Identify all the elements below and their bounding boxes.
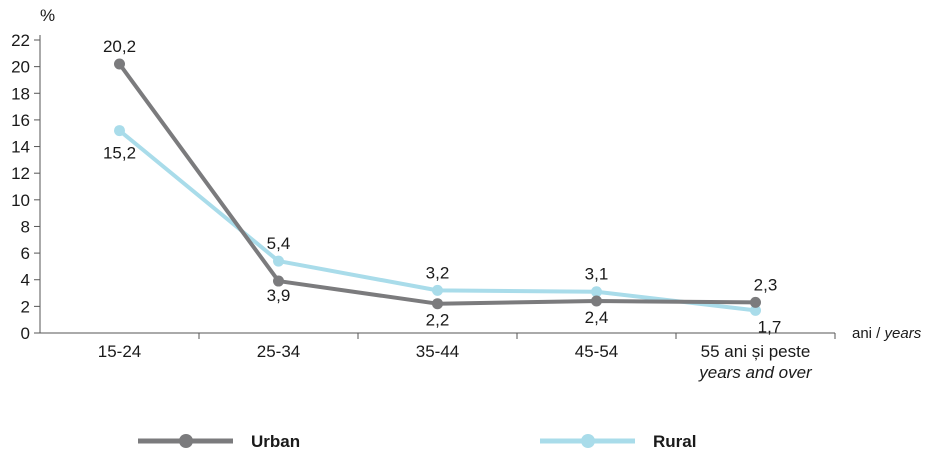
data-label-urban: 3,9 — [267, 286, 291, 305]
legend-label: Rural — [653, 432, 696, 451]
data-point-urban — [591, 295, 602, 307]
y-tick-label: 18 — [11, 84, 30, 103]
legend: Urban Rural — [138, 432, 696, 451]
data-label-rural: 1,7 — [758, 317, 782, 336]
data-point-urban — [114, 58, 125, 70]
y-tick-label: 16 — [11, 111, 30, 130]
data-label-urban: 20,2 — [103, 37, 136, 56]
legend-item-urban: Urban — [138, 432, 300, 451]
x-tick-label: 25-34 — [257, 342, 300, 361]
y-tick-label: 2 — [21, 297, 30, 316]
data-point-urban — [432, 298, 443, 310]
series-lines — [114, 58, 761, 316]
data-label-urban: 2,3 — [754, 275, 778, 294]
data-point-rural — [432, 284, 443, 296]
y-unit-label: % — [40, 6, 55, 25]
x-unit-label-ro: ani / — [852, 325, 885, 342]
y-tick-label: 14 — [11, 138, 30, 157]
y-tick-label: 10 — [11, 191, 30, 210]
x-tick-label-secondary: years and over — [698, 363, 813, 382]
y-tick-label: 22 — [11, 31, 30, 50]
data-point-rural — [591, 286, 602, 298]
legend-item-rural: Rural — [540, 432, 696, 451]
data-label-rural: 15,2 — [103, 144, 136, 163]
data-point-rural — [273, 255, 284, 267]
y-tick-label: 6 — [21, 244, 30, 263]
data-labels: 20,2 3,9 2,2 2,4 2,3 15,2 5,4 3,2 3,1 1,7 — [103, 37, 781, 336]
data-label-rural: 3,2 — [426, 263, 450, 282]
y-tick-label: 0 — [21, 324, 30, 343]
y-tick-label: 4 — [21, 271, 30, 290]
data-label-rural: 3,1 — [585, 265, 609, 284]
x-unit-label: ani / years — [852, 325, 922, 342]
data-point-rural — [114, 125, 125, 137]
series-line-rural — [118, 129, 756, 313]
y-tick-label: 20 — [11, 58, 30, 77]
y-tick-label: 8 — [21, 217, 30, 236]
data-label-urban: 2,2 — [426, 311, 450, 330]
x-tick-label: 35-44 — [416, 342, 459, 361]
x-tick-label: 15-24 — [98, 342, 141, 361]
x-tick-label: 45-54 — [575, 342, 618, 361]
legend-label: Urban — [251, 432, 300, 451]
y-tick-label: 12 — [11, 164, 30, 183]
x-tick-label: 55 ani și peste — [701, 342, 811, 361]
data-point-urban — [750, 296, 761, 308]
x-axis: 15-24 25-34 35-44 45-54 55 ani și peste years… — [40, 332, 836, 382]
legend-marker — [179, 434, 193, 448]
data-point-urban — [273, 275, 284, 287]
legend-marker — [581, 434, 595, 448]
y-axis: 0 2 4 6 8 10 12 14 16 18 20 22 — [11, 31, 41, 343]
data-label-rural: 5,4 — [267, 234, 291, 253]
x-unit-label-en: years — [884, 325, 922, 342]
data-point-rural — [750, 304, 761, 316]
data-label-urban: 2,4 — [585, 308, 609, 327]
